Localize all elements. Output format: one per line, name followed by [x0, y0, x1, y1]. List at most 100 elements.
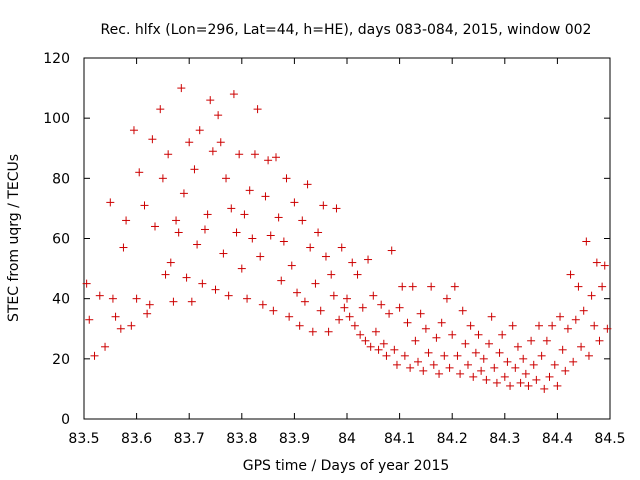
data-point [235, 150, 244, 159]
data-point [416, 309, 425, 318]
data-point [132, 294, 141, 303]
data-point [232, 228, 241, 237]
data-point [345, 312, 354, 321]
data-point [550, 360, 559, 369]
data-point [177, 84, 186, 93]
data-point [598, 282, 607, 291]
data-point [287, 261, 296, 270]
data-point [90, 351, 99, 360]
x-axis: 83.5 83.6 83.7 83.8 83.9 84 84.1 84.2 84.3 84.4 84… [68, 58, 626, 447]
data-point [403, 318, 412, 327]
data-point [208, 147, 217, 156]
data-point [306, 243, 315, 252]
data-point [258, 300, 267, 309]
data-point [534, 321, 543, 330]
data-point [85, 315, 94, 324]
data-point [224, 291, 233, 300]
data-point [361, 336, 370, 345]
data-point [353, 270, 362, 279]
data-point [111, 312, 120, 321]
data-point [95, 291, 104, 300]
data-point [300, 297, 309, 306]
data-point [293, 288, 302, 297]
data-point [600, 261, 609, 270]
y-axis-label: STEC from uqrg / TECUs [6, 154, 22, 322]
data-point [498, 330, 507, 339]
data-point [164, 150, 173, 159]
data-point [442, 294, 451, 303]
data-point [395, 303, 404, 312]
data-point [240, 210, 249, 219]
data-point [248, 234, 257, 243]
data-point [316, 306, 325, 315]
data-point [364, 255, 373, 264]
data-point [182, 273, 191, 282]
data-point [482, 375, 491, 384]
data-point [158, 174, 167, 183]
data-point [206, 96, 215, 105]
data-point [185, 138, 194, 147]
data-point [427, 282, 436, 291]
data-point [145, 300, 154, 309]
data-point [579, 306, 588, 315]
data-point [432, 333, 441, 342]
data-point [266, 231, 275, 240]
x-tick-label: 84.3 [489, 431, 520, 447]
data-point [161, 270, 170, 279]
data-point [569, 357, 578, 366]
data-point [298, 216, 307, 225]
data-point [190, 165, 199, 174]
y-tick-label: 20 [52, 352, 70, 368]
data-point [282, 174, 291, 183]
data-point [479, 354, 488, 363]
y-tick-label: 60 [52, 232, 70, 248]
data-point [337, 243, 346, 252]
data-point [122, 216, 131, 225]
data-point [471, 348, 480, 357]
data-point [264, 156, 273, 165]
y-axis: 0 20 40 60 80 100 120 [43, 51, 610, 428]
data-point [311, 279, 320, 288]
data-point [358, 303, 367, 312]
data-point [456, 369, 465, 378]
data-point [390, 345, 399, 354]
data-point [135, 168, 144, 177]
data-point [508, 321, 517, 330]
data-point [477, 366, 486, 375]
x-tick-label: 84 [338, 431, 356, 447]
data-point [203, 210, 212, 219]
data-point [563, 324, 572, 333]
data-point [377, 300, 386, 309]
data-point [408, 282, 417, 291]
data-point [243, 294, 252, 303]
data-point [245, 186, 254, 195]
data-point [382, 351, 391, 360]
data-point [532, 375, 541, 384]
data-point [519, 354, 528, 363]
data-point [335, 315, 344, 324]
data-point [366, 342, 375, 351]
data-point [500, 372, 509, 381]
x-tick-label: 83.9 [279, 431, 310, 447]
data-point [343, 294, 351, 303]
data-point [319, 201, 328, 210]
data-point [440, 351, 449, 360]
data-point [116, 324, 125, 333]
data-point [527, 336, 536, 345]
data-point [216, 138, 225, 147]
data-point [340, 303, 349, 312]
data-point [140, 201, 149, 210]
data-point [329, 291, 338, 300]
data-point [574, 282, 583, 291]
data-point [200, 225, 209, 234]
data-point [143, 309, 152, 318]
x-tick-label: 83.6 [121, 431, 152, 447]
data-point [490, 363, 499, 372]
data-point [303, 180, 312, 189]
data-point [537, 351, 546, 360]
x-tick-label: 83.5 [68, 431, 99, 447]
y-tick-label: 80 [52, 171, 70, 187]
data-point [253, 105, 262, 114]
data-point [148, 135, 157, 144]
